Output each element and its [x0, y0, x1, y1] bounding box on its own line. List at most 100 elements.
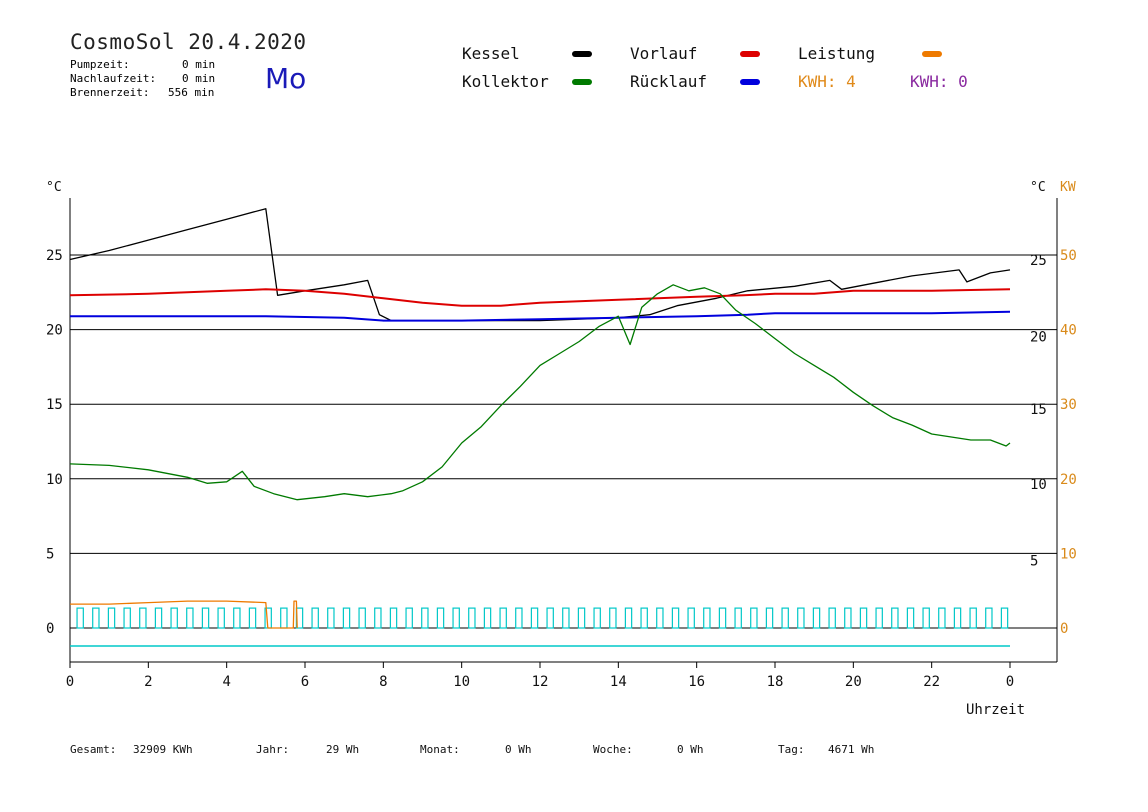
pump-pulse	[201, 607, 210, 629]
pump-pulse	[765, 607, 774, 629]
x-tick-label-1: 2	[144, 674, 152, 690]
y-tick-left-5: 5	[46, 546, 54, 562]
pump-pulse	[562, 607, 570, 629]
pump-pulse	[233, 607, 241, 629]
footer-tag-label: Tag:	[778, 743, 805, 756]
x-tick-label-0: 0	[66, 674, 74, 690]
footer-jahr-value: 29 Wh	[326, 743, 360, 756]
y-tick-left-15: 15	[46, 397, 63, 413]
pump-pulse	[734, 607, 742, 629]
legend-ruecklauf-swatch	[740, 79, 760, 85]
legend-leistung: Leistung	[798, 44, 876, 63]
pump-pulse	[389, 607, 398, 629]
pump-pulse	[280, 607, 288, 629]
y-tick-right-kw-30: 30	[1060, 397, 1077, 413]
pump-pulse	[154, 607, 163, 629]
series-kollektor	[69, 284, 1011, 501]
pump-pulse	[593, 607, 601, 629]
pump-pulse	[624, 607, 633, 629]
pump-pulse	[577, 607, 586, 629]
pump-pulse	[170, 607, 178, 629]
pump-pulse	[452, 607, 460, 629]
legend-kessel: Kessel	[462, 44, 520, 63]
pump-pulse	[515, 607, 523, 629]
pump-pulse	[609, 607, 617, 629]
y-tick-right-c-25: 25	[1030, 253, 1047, 269]
series-ruecklauf	[70, 310, 1011, 322]
pump-pulse	[891, 607, 899, 629]
legend-kwh-solar: KWH: 4	[798, 72, 856, 91]
pump-pulse	[687, 607, 695, 629]
legend-kollektor: Kollektor	[462, 72, 549, 91]
pump-pulse	[374, 607, 382, 629]
nachlaufzeit-value: 0 min	[182, 72, 216, 85]
pump-pulse	[875, 607, 883, 629]
legend-ruecklauf: Rücklauf	[630, 72, 708, 91]
pump-pulse	[186, 607, 194, 629]
x-tick-label-9: 18	[767, 674, 784, 690]
pump-pulse	[797, 607, 805, 629]
nachlaufzeit-label: Nachlaufzeit:	[70, 72, 157, 85]
pump-pulse	[969, 607, 977, 629]
y-tick-right-c-5: 5	[1030, 553, 1038, 569]
legend-kollektor-swatch	[572, 79, 592, 85]
pump-pulse	[530, 607, 539, 629]
pump-pulse	[92, 607, 100, 629]
pump-pulse	[906, 607, 915, 629]
pump-pulse	[953, 607, 962, 629]
series-leistung	[70, 600, 298, 629]
brennerzeit-label: Brennerzeit:	[70, 86, 150, 99]
weekday-label: Mo	[265, 62, 307, 95]
x-tick-label-3: 6	[301, 674, 309, 690]
footer-jahr-label: Jahr:	[256, 743, 290, 756]
y-tick-left-20: 20	[46, 323, 63, 339]
legend-kwh-other: KWH: 0	[910, 72, 968, 91]
x-axis-label: Uhrzeit	[966, 702, 1026, 718]
x-tick-label-7: 14	[610, 674, 627, 690]
y-tick-left-10: 10	[46, 472, 63, 488]
pump-pulse	[844, 607, 852, 629]
pump-pulse	[718, 607, 727, 629]
x-tick-label-2: 4	[222, 674, 230, 690]
y-tick-left-0: 0	[46, 621, 54, 637]
pump-pulse	[922, 607, 930, 629]
pump-pulse	[859, 607, 868, 629]
pump-pulse	[405, 607, 413, 629]
y-tick-right-kw-0: 0	[1060, 621, 1068, 637]
pump-pulse	[656, 607, 664, 629]
footer-monat-value: 0 Wh	[505, 743, 532, 756]
pump-pulse	[123, 607, 131, 629]
footer-gesamt-label: Gesamt:	[70, 743, 117, 756]
pump-pulse	[248, 607, 257, 629]
x-tick-label-11: 22	[923, 674, 940, 690]
chart-title: CosmoSol 20.4.2020	[70, 30, 307, 54]
pump-pulse	[217, 607, 225, 629]
brennerzeit-value: 556 min	[168, 86, 215, 99]
pump-pulse	[750, 607, 758, 629]
pump-pulse	[76, 607, 84, 629]
footer-monat-label: Monat:	[420, 743, 460, 756]
y-tick-right-kw-40: 40	[1060, 323, 1077, 339]
x-tick-label-6: 12	[532, 674, 549, 690]
pump-pulse	[342, 607, 351, 629]
x-tick-label-10: 20	[845, 674, 862, 690]
pumpzeit-label: Pumpzeit:	[70, 58, 130, 71]
pump-pulse	[468, 607, 476, 629]
pump-pulse	[671, 607, 680, 629]
series-vorlauf	[69, 288, 1011, 307]
pumpzeit-value: 0 min	[182, 58, 216, 71]
x-tick-label-5: 10	[453, 674, 470, 690]
left-axis-unit: °C	[46, 180, 62, 195]
pump-pulse	[781, 607, 789, 629]
pump-pulse	[483, 607, 492, 629]
pump-pulse	[327, 607, 335, 629]
pump-pulse	[938, 607, 946, 629]
legend-vorlauf: Vorlauf	[630, 44, 698, 63]
x-tick-label-12: 0	[1006, 674, 1014, 690]
y-tick-right-kw-10: 10	[1060, 546, 1077, 562]
pump-pulse	[436, 607, 445, 629]
legend-leistung-swatch	[922, 51, 942, 57]
pump-pulse	[139, 607, 147, 629]
footer-tag-value: 4671 Wh	[828, 743, 875, 756]
